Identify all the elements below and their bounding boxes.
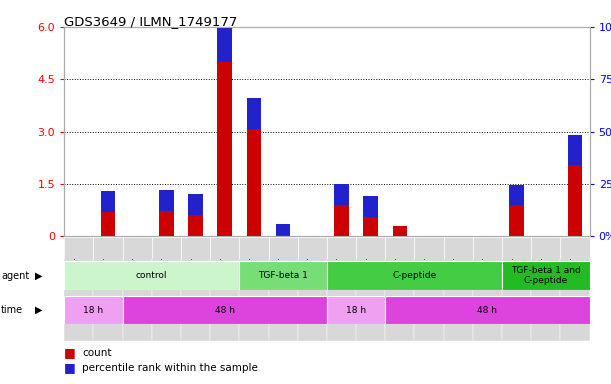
Bar xyxy=(568,135,582,165)
Text: 18 h: 18 h xyxy=(83,306,103,314)
Bar xyxy=(560,236,590,341)
Bar xyxy=(123,236,152,341)
Bar xyxy=(188,215,203,236)
Bar xyxy=(210,236,240,341)
Bar xyxy=(386,296,590,324)
Bar xyxy=(334,184,349,205)
Bar xyxy=(531,236,560,341)
Bar xyxy=(327,237,356,259)
Bar xyxy=(240,237,268,259)
Bar xyxy=(502,261,590,290)
Bar xyxy=(240,261,327,290)
Text: count: count xyxy=(82,348,112,358)
Bar xyxy=(473,237,502,259)
Bar xyxy=(531,237,560,259)
Bar xyxy=(181,236,210,341)
Bar xyxy=(152,237,181,259)
Bar xyxy=(510,185,524,205)
Bar xyxy=(64,296,123,324)
Bar xyxy=(298,236,327,341)
Text: ■: ■ xyxy=(64,346,76,359)
Bar xyxy=(327,261,502,290)
Bar xyxy=(101,191,115,212)
Text: TGF-beta 1 and
C-peptide: TGF-beta 1 and C-peptide xyxy=(511,266,580,285)
Bar xyxy=(510,205,524,236)
Text: 48 h: 48 h xyxy=(214,306,235,314)
Text: 48 h: 48 h xyxy=(477,306,497,314)
Bar xyxy=(386,237,414,259)
Text: C-peptide: C-peptide xyxy=(392,271,437,280)
Bar xyxy=(218,28,232,62)
Bar xyxy=(268,236,298,341)
Text: ▶: ▶ xyxy=(35,305,43,315)
Text: time: time xyxy=(1,305,23,315)
Bar xyxy=(327,236,356,341)
Bar xyxy=(386,236,414,341)
Bar xyxy=(568,165,582,236)
Bar xyxy=(64,237,93,259)
Bar xyxy=(334,205,349,236)
Text: agent: agent xyxy=(1,270,29,281)
Bar xyxy=(93,237,123,259)
Bar xyxy=(210,237,240,259)
Text: GDS3649 / ILMN_1749177: GDS3649 / ILMN_1749177 xyxy=(64,15,238,28)
Bar xyxy=(152,236,181,341)
Text: ▶: ▶ xyxy=(35,270,43,281)
Bar xyxy=(414,236,444,341)
Bar xyxy=(276,235,290,236)
Text: control: control xyxy=(136,271,167,280)
Bar xyxy=(276,224,290,235)
Bar xyxy=(364,217,378,236)
Bar xyxy=(93,236,123,341)
Text: ■: ■ xyxy=(64,361,76,374)
Bar xyxy=(298,237,327,259)
Bar xyxy=(240,236,268,341)
Bar xyxy=(268,237,298,259)
Bar xyxy=(393,227,407,236)
Bar xyxy=(64,236,93,341)
Bar xyxy=(181,237,210,259)
Bar xyxy=(502,237,531,259)
Bar xyxy=(356,237,386,259)
Bar xyxy=(123,296,327,324)
Bar xyxy=(560,237,590,259)
Bar xyxy=(123,237,152,259)
Text: percentile rank within the sample: percentile rank within the sample xyxy=(82,363,258,373)
Bar xyxy=(159,190,174,211)
Bar xyxy=(101,212,115,236)
Bar xyxy=(502,236,531,341)
Bar xyxy=(327,296,386,324)
Bar xyxy=(188,194,203,215)
Bar xyxy=(247,98,262,129)
Bar xyxy=(159,211,174,236)
Bar xyxy=(444,236,473,341)
Bar xyxy=(444,237,473,259)
Text: 18 h: 18 h xyxy=(346,306,366,314)
Bar xyxy=(356,236,386,341)
Bar xyxy=(364,196,378,217)
Bar xyxy=(473,236,502,341)
Bar xyxy=(218,62,232,236)
Bar xyxy=(64,261,240,290)
Text: TGF-beta 1: TGF-beta 1 xyxy=(258,271,308,280)
Bar xyxy=(247,129,262,236)
Bar xyxy=(414,237,444,259)
